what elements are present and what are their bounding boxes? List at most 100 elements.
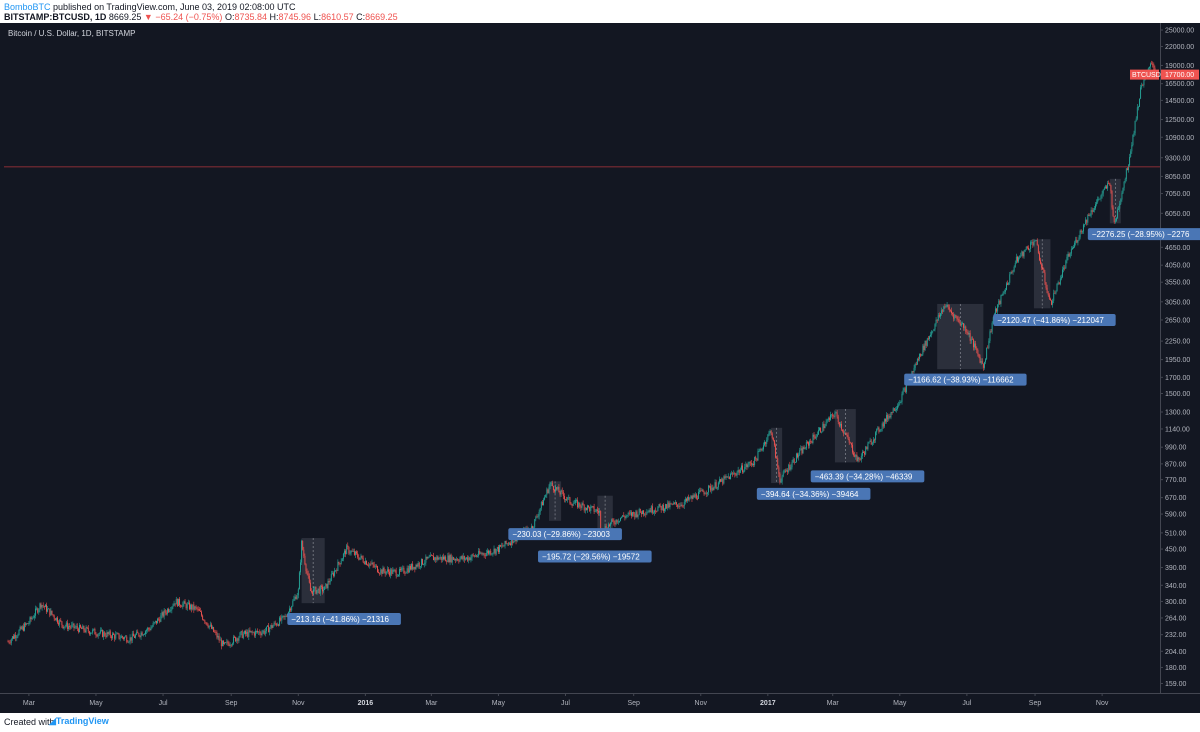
candle-body [824,425,826,429]
candle-body [18,630,20,635]
candle-body [687,497,689,501]
candle-body [215,632,217,633]
candle-body [119,638,121,639]
candle-body [684,498,686,502]
candle-body [913,367,915,372]
candle-body [273,622,275,626]
candle-body [788,464,790,472]
candle-body [182,603,184,608]
candle-body [565,499,566,501]
candle-body [106,632,108,637]
candle-body [351,550,353,552]
candle-body [206,622,208,626]
candle-body [104,632,106,636]
price-tick-label: 10900.00 [1165,135,1194,142]
candle-body [108,631,110,634]
candle-body [471,554,473,558]
candle-body [1065,260,1067,269]
candle-body [345,550,347,555]
candle-body [979,356,981,363]
candle-body [739,469,741,473]
candle-body [776,457,778,459]
price-tick-label: 4650.00 [1165,245,1190,252]
candle-body [613,520,615,524]
candle-body [141,632,143,636]
candle-body [1031,242,1033,243]
candle-body [32,617,34,619]
candle-body [926,338,928,346]
drawdown-label-bg [1087,228,1200,241]
time-tick-label: Jul [561,700,570,707]
candle-body [362,558,364,563]
candle-body [1112,207,1114,217]
candle-body [568,497,570,499]
candle-body [292,600,294,607]
candle-body [721,479,723,482]
high-value: 8745.96 [278,12,312,22]
candle-body [621,517,623,518]
candle-body [857,457,859,462]
candle-body [320,586,322,587]
candle-body [425,556,427,563]
candle-body [195,606,197,608]
candle-body [187,602,189,604]
candle-body [996,308,998,312]
candle-body [145,631,146,635]
candle-body [456,559,458,561]
candle-body [647,511,649,513]
time-tick-label: Jul [962,700,971,707]
candle-body [702,489,704,492]
candle-body [296,595,298,600]
candle-body [507,543,509,545]
candle-body [1046,287,1048,294]
candle-body [929,336,930,339]
candle-body [753,463,754,466]
chart-title: Bitcoin / U.S. Dollar, 1D, BITSTAMP [8,29,136,38]
candle-body [54,618,56,621]
candle-body [534,519,536,528]
candle-body [496,546,498,550]
candle-body [353,551,355,555]
time-tick-label: May [492,700,506,707]
candle-body [474,555,476,557]
candle-body [942,310,944,312]
price-tick-label: 14500.00 [1165,98,1194,105]
candle-body [96,635,98,637]
candle-body [312,591,314,595]
open-value: 8735.84 [234,12,267,22]
price-tick-label: 232.00 [1165,632,1187,639]
candle-body [729,474,731,480]
candle-body [974,343,976,348]
candle-body [8,641,10,643]
candle-body [768,432,770,435]
candle-body [576,500,577,501]
candle-body [1082,224,1084,232]
chart-pane[interactable]: 159.00 180.00 204.00 232.00 264.00 300.00 340.… [0,23,1200,713]
candle-body [943,306,945,312]
candle-body [1109,183,1111,186]
candle-body [17,634,19,637]
candle-body [461,556,463,560]
candle-body [751,463,753,465]
candle-body [1084,224,1085,226]
candle-body [464,558,466,560]
tradingview-logo[interactable]: ◢TradingView [49,716,109,727]
price-chart[interactable]: 159.00 180.00 204.00 232.00 264.00 300.00 340.… [0,23,1200,713]
author-link[interactable]: BomboBTC [4,2,51,12]
candle-body [205,622,207,624]
candle-body [1110,185,1112,191]
candle-body [311,591,312,592]
candle-body [460,556,462,559]
drawdown-box [1109,178,1121,224]
candle-body [683,501,685,506]
candle-body [587,505,588,510]
candle-body [495,549,497,554]
price-tick-label: 4050.00 [1165,263,1190,270]
candle-body [747,464,749,468]
candle-body [499,545,500,553]
candle-body [546,489,548,495]
candle-body [147,628,149,631]
candle-body [1125,168,1127,179]
candle-body [560,490,562,495]
candle-body [239,632,241,638]
